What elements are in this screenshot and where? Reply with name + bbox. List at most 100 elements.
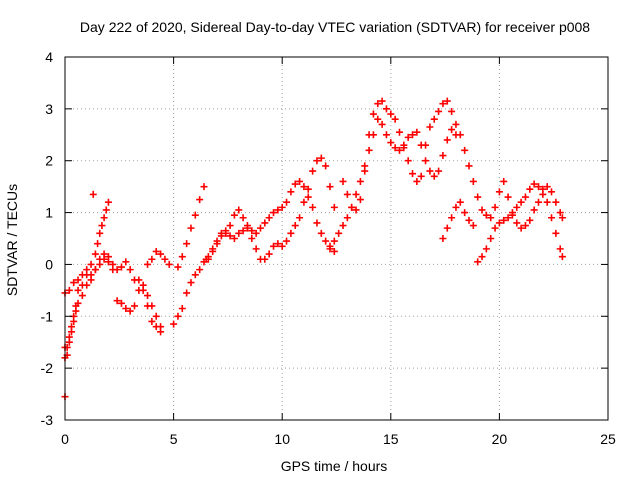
data-point [326,245,334,253]
data-point [513,219,521,227]
data-point [413,177,421,185]
data-point [252,229,260,237]
data-point [152,312,160,320]
data-point [265,214,273,222]
data-point [326,183,334,191]
data-point [74,276,82,284]
series-track-11 [465,162,566,261]
data-point [283,237,291,245]
data-point [94,240,102,248]
data-point [317,154,325,162]
data-point [230,235,238,242]
data-point [291,180,299,188]
data-point [98,222,106,230]
data-point [487,214,495,222]
data-point [148,255,156,263]
data-point [495,219,503,227]
data-point [430,172,438,180]
data-point [178,305,186,313]
data-point [487,235,495,242]
data-point [352,206,360,214]
data-point [508,211,516,219]
data-point [517,224,525,232]
data-point [469,177,477,185]
data-point [409,170,417,178]
data-point [543,183,551,191]
data-point [187,224,195,232]
data-point [165,260,173,268]
data-point [235,229,243,237]
data-point [296,214,304,222]
data-point [443,224,451,232]
data-point [452,131,460,139]
y-tick-label: -2 [41,360,54,376]
data-point [365,146,373,154]
data-point [491,224,499,232]
data-point [374,100,382,108]
data-point [339,222,347,230]
y-tick-label: 1 [45,205,53,221]
data-point [83,271,91,279]
data-point [252,245,260,253]
data-point [226,222,234,230]
data-point [482,245,490,253]
data-point [274,240,282,248]
y-tick-label: -1 [41,308,54,324]
data-point [122,258,130,266]
data-point [448,214,456,222]
data-point [261,255,269,263]
data-point [287,188,295,196]
data-point [230,211,238,219]
series-track-8 [326,115,469,253]
data-point [526,185,534,193]
data-point [409,131,417,139]
data-point [348,203,356,211]
data-point [534,183,542,191]
data-point [144,292,152,300]
data-point [382,105,390,113]
data-point [78,292,86,300]
x-axis-label: GPS time / hours [281,458,388,474]
y-tick-label: 2 [45,153,53,169]
data-point [500,177,508,185]
data-point [534,198,542,206]
data-point [213,240,221,248]
series-track-5 [144,247,173,268]
data-point [552,198,560,206]
data-point [222,227,230,235]
data-point [217,232,225,240]
data-point [330,237,338,245]
data-point [183,240,191,248]
data-point [170,320,178,328]
series-track-9 [339,97,460,214]
data-point [74,286,82,294]
data-point [152,247,160,255]
data-point [422,141,430,149]
data-point [157,328,165,336]
data-point [309,203,317,211]
data-point [117,263,125,271]
data-point [474,193,482,201]
data-point [152,323,160,331]
data-point [556,245,564,253]
data-point [91,266,99,274]
data-point [72,302,80,310]
x-tick-label: 5 [170,431,178,447]
data-point [100,250,108,258]
data-point [296,177,304,185]
data-point [465,216,473,224]
data-point [395,128,403,136]
data-point [452,203,460,211]
data-point [417,172,425,180]
y-tick-label: 4 [45,49,53,65]
data-point [309,167,317,175]
data-point [274,206,282,214]
data-point [513,203,521,211]
data-point [248,235,256,242]
data-point [369,110,377,118]
data-point [65,286,73,294]
data-point [439,152,447,160]
data-point [278,242,286,250]
